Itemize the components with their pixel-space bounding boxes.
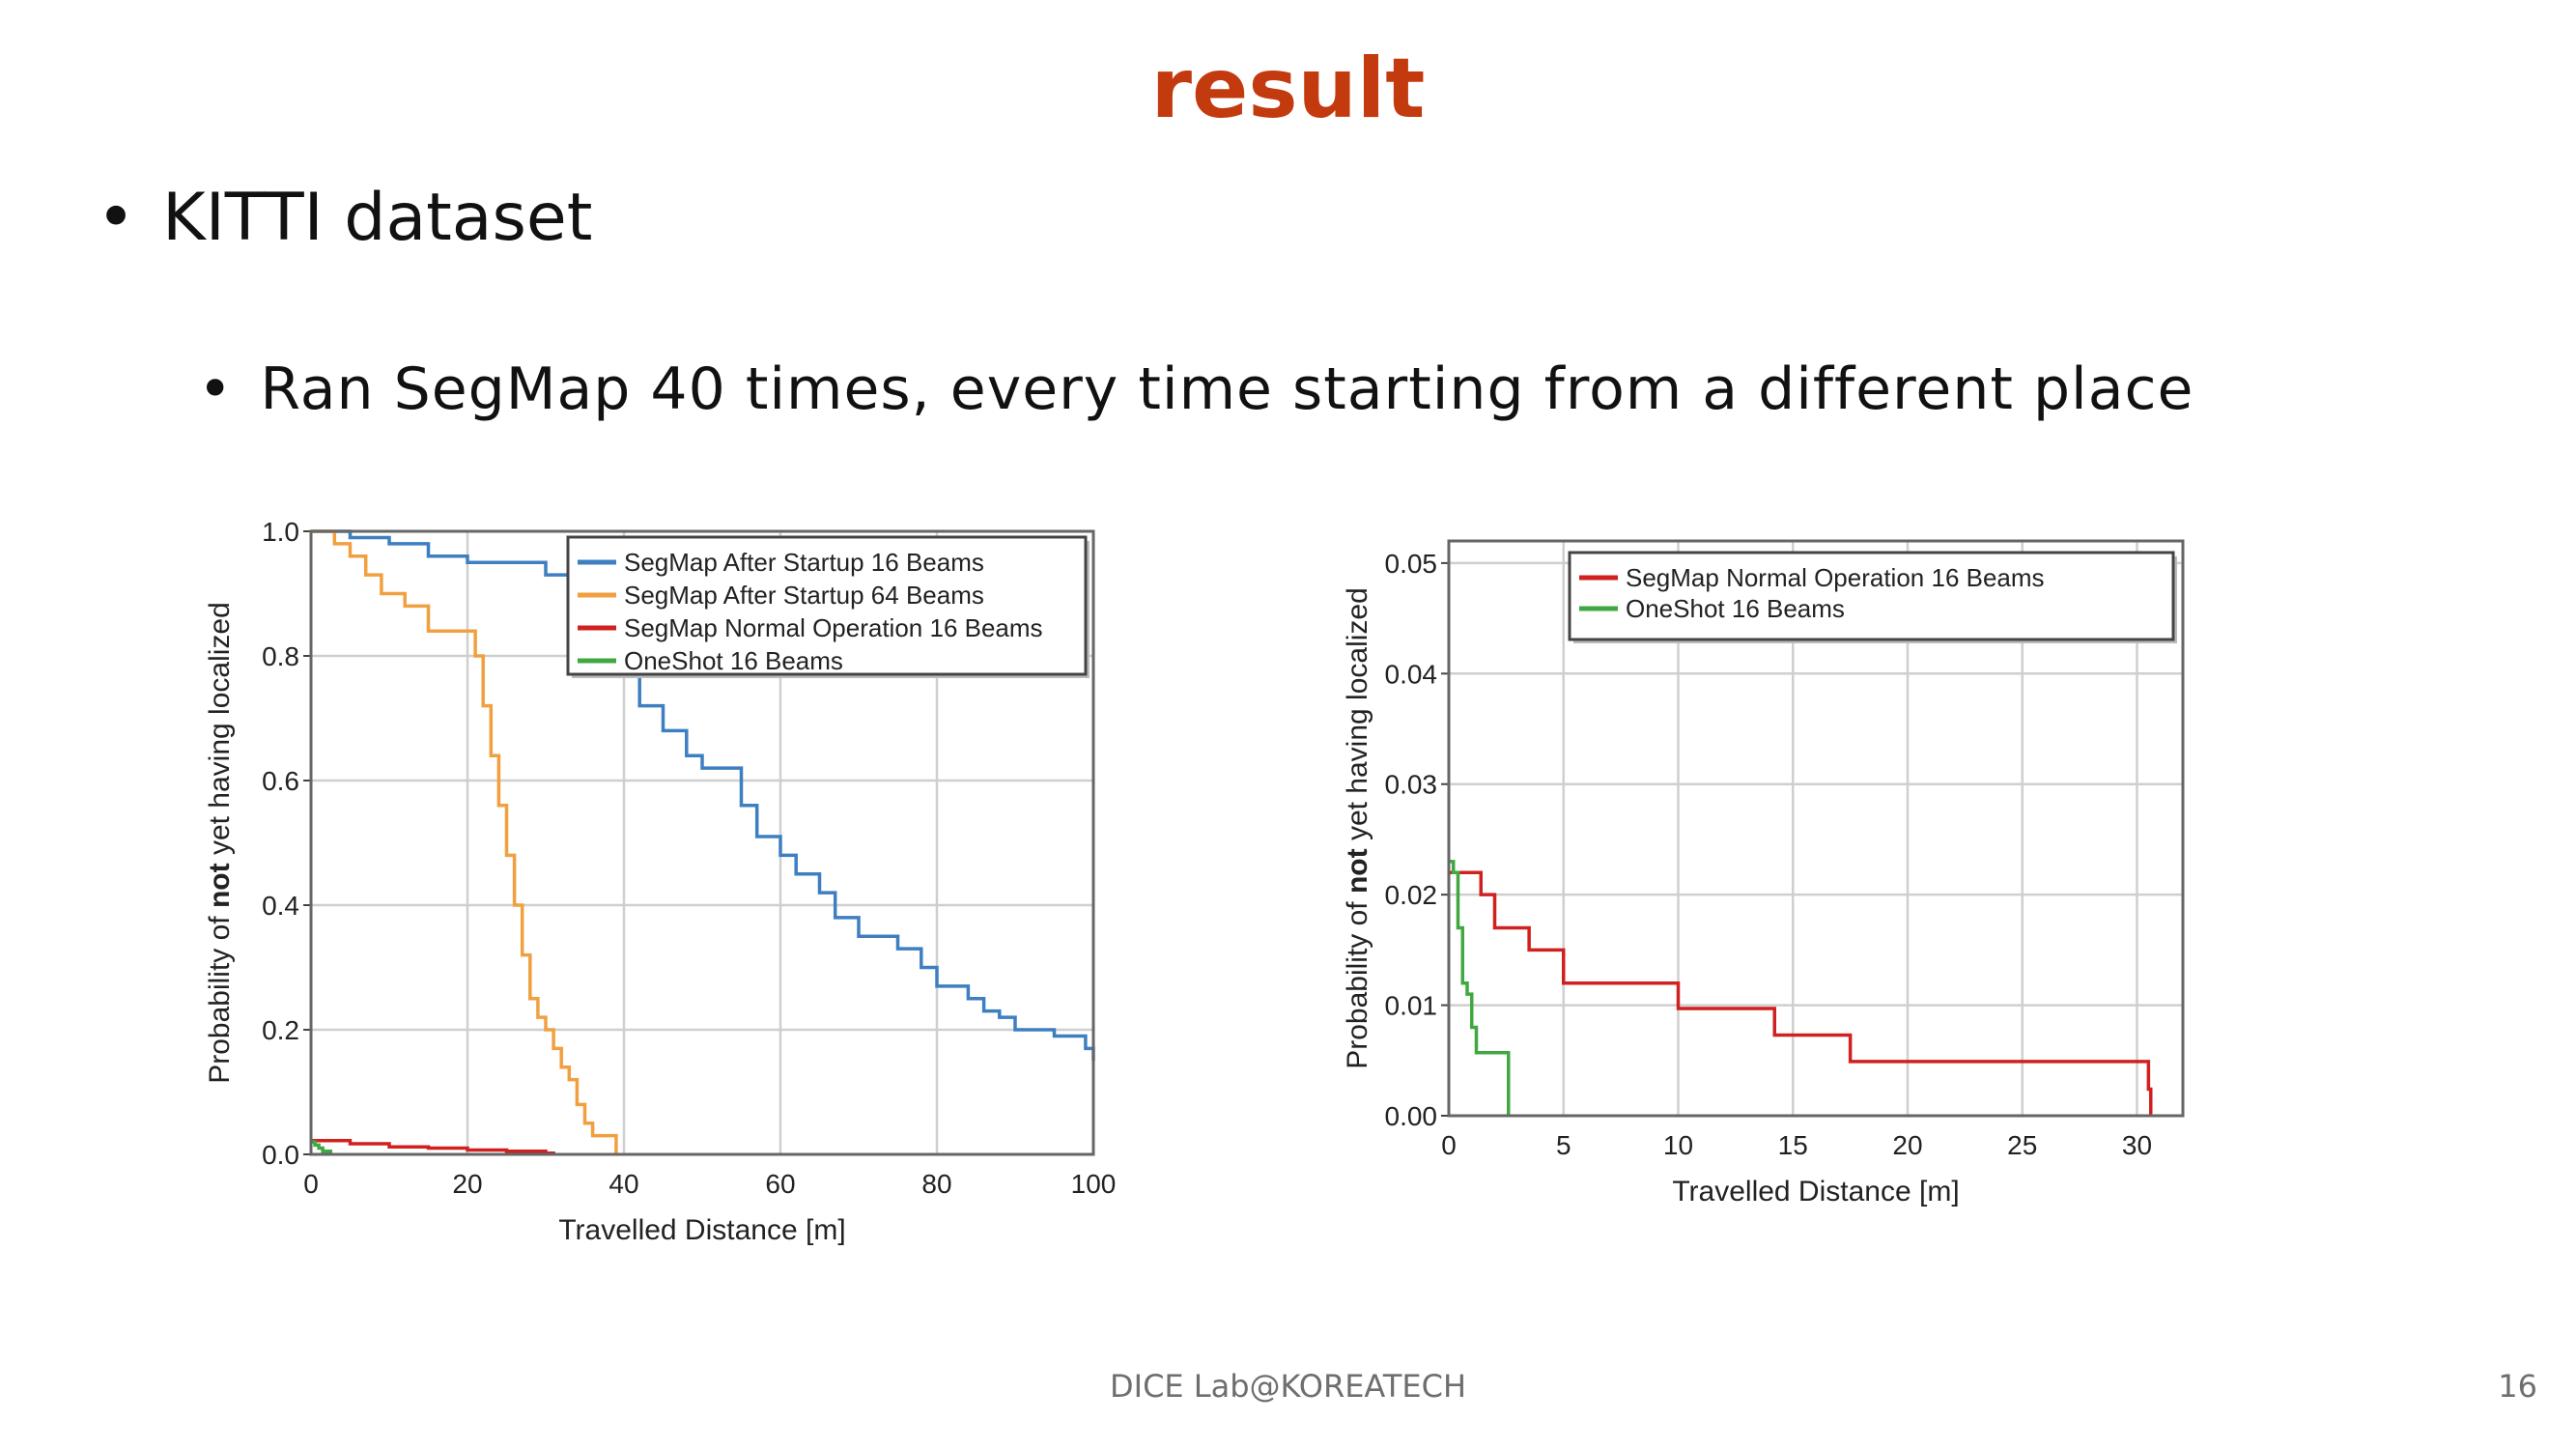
bullet-dot-icon: • <box>97 180 136 256</box>
x-tick-label: 0 <box>303 1169 319 1199</box>
legend-label: OneShot 16 Beams <box>1626 594 1845 623</box>
x-tick-label: 20 <box>452 1169 482 1199</box>
legend-label: SegMap After Startup 16 Beams <box>624 548 984 577</box>
y-tick-label: 0.00 <box>1385 1101 1438 1131</box>
y-axis-label-emphasis: not <box>1342 848 1373 894</box>
series-line-segmap-normal-operation-16-beams <box>1449 870 2153 1116</box>
legend-label: OneShot 16 Beams <box>624 646 843 675</box>
x-tick-label: 15 <box>1778 1130 1808 1160</box>
bullet-segmap-runs: • Ran SegMap 40 times, every time startin… <box>198 355 2194 423</box>
page-number: 16 <box>2498 1368 2537 1405</box>
y-axis-label: Probability of not yet having localized <box>204 602 236 1084</box>
series-line-oneshot-16-beams <box>311 1140 332 1154</box>
y-tick-label: 0.01 <box>1385 991 1438 1021</box>
y-tick-label: 0.02 <box>1385 880 1438 910</box>
y-axis-label-part: yet having localized <box>1342 587 1373 848</box>
legend-box <box>566 535 1088 676</box>
footer-lab: DICE Lab@KOREATECH <box>1109 1368 1466 1405</box>
legend-box <box>1568 551 2175 641</box>
bullet-kitti-text: KITTI dataset <box>162 180 593 256</box>
legend-label: SegMap Normal Operation 16 Beams <box>624 613 1043 642</box>
chart-right: 0 5 10 15 20 25 30 0.00 0.01 0.02 0.03 0.04 0.05 SegM… <box>1342 539 2185 1208</box>
y-axis-label-part: Probability of <box>204 908 236 1084</box>
bullet-kitti: • KITTI dataset <box>97 180 592 256</box>
x-tick-label: 40 <box>609 1169 638 1199</box>
chart-left: 0 20 40 60 80 100 0.0 0.2 0.4 0.6 0.8 1.0 SegMap Aft… <box>204 517 1117 1246</box>
series-line-oneshot-16-beams <box>1449 860 1511 1116</box>
x-tick-label: 20 <box>1892 1130 1922 1160</box>
x-tick-label: 60 <box>765 1169 795 1199</box>
x-tick-label: 25 <box>2007 1130 2037 1160</box>
plot-frame <box>309 529 1095 1156</box>
y-tick-label: 0.2 <box>262 1015 299 1045</box>
bullet-segmap-text: Ran SegMap 40 times, every time starting… <box>260 355 2194 423</box>
y-axis-label-part: yet having localized <box>204 602 236 863</box>
plot-frame <box>1447 539 2185 1118</box>
x-axis-label: Travelled Distance [m] <box>1672 1176 1959 1208</box>
x-tick-label: 100 <box>1071 1169 1117 1199</box>
y-tick-label: 0.03 <box>1385 770 1438 800</box>
y-tick-label: 1.0 <box>262 517 299 547</box>
y-tick-label: 0.05 <box>1385 549 1438 579</box>
x-tick-label: 80 <box>921 1169 951 1199</box>
series-line-segmap-after-startup-16-beams <box>311 529 1095 1062</box>
series-line-segmap-after-startup-64-beams <box>311 529 618 1154</box>
y-axis-label: Probability of not yet having localized <box>1342 587 1373 1069</box>
x-tick-label: 0 <box>1441 1130 1457 1160</box>
y-tick-label: 0.8 <box>262 641 299 671</box>
y-tick-label: 0.04 <box>1385 659 1438 689</box>
x-tick-label: 5 <box>1556 1130 1571 1160</box>
legend-label: SegMap Normal Operation 16 Beams <box>1626 563 2045 592</box>
legend-label: SegMap After Startup 64 Beams <box>624 581 984 610</box>
y-axis-label-emphasis: not <box>204 863 236 908</box>
slide-title: result <box>1150 41 1426 137</box>
y-axis-label-part: Probability of <box>1342 894 1373 1069</box>
y-tick-label: 0.6 <box>262 766 299 796</box>
y-tick-label: 0.0 <box>262 1140 299 1170</box>
x-tick-label: 10 <box>1663 1130 1693 1160</box>
x-tick-label: 30 <box>2122 1130 2152 1160</box>
x-axis-label: Travelled Distance [m] <box>558 1214 845 1246</box>
y-tick-label: 0.4 <box>262 891 299 921</box>
series-line-segmap-normal-operation-16-beams <box>311 1139 555 1155</box>
bullet-dot-icon: • <box>198 355 234 423</box>
